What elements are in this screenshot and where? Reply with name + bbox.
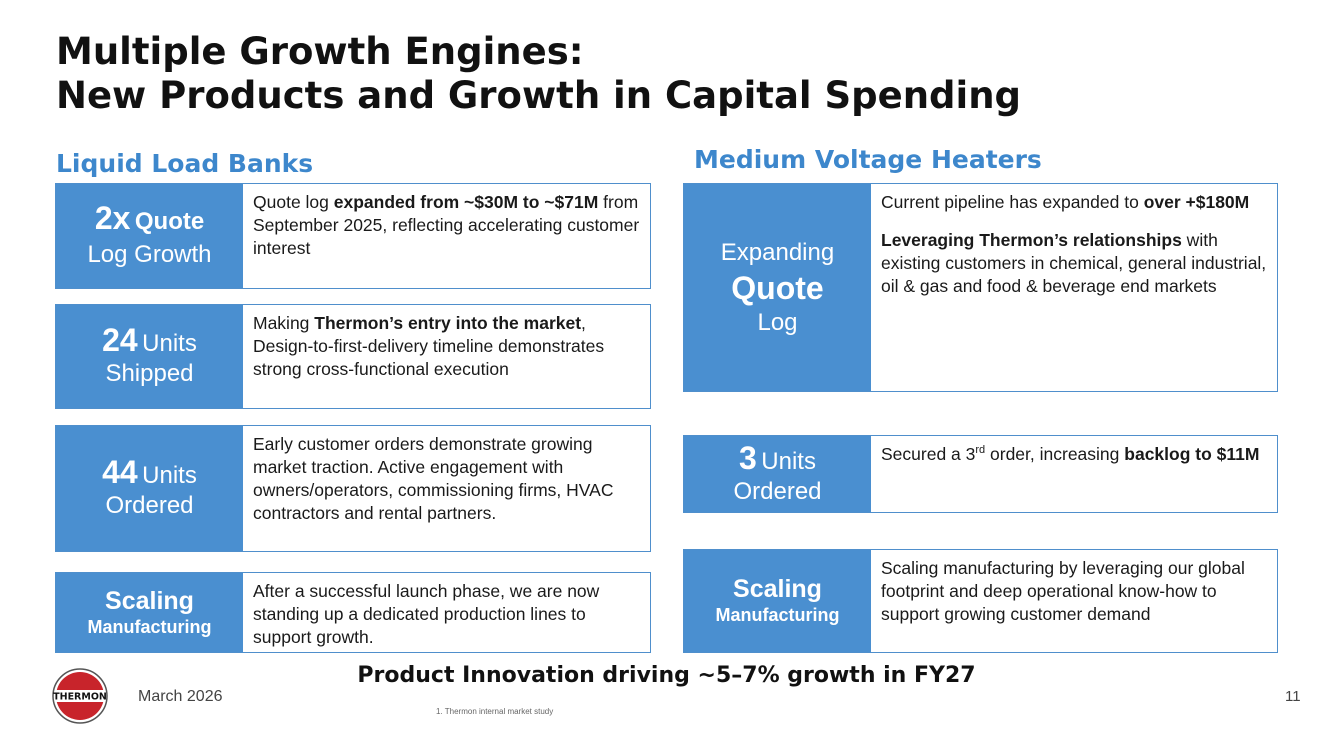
units-shipped-metric: 24 Units Shipped [56,305,243,408]
relationships-paragraph: Leveraging Thermon’s relationships with … [881,229,1269,298]
expanding-quote-log-text: Current pipeline has expanded to over +$… [871,184,1277,391]
mvh-scaling-manufacturing-card: Scaling Manufacturing Scaling manufactur… [683,549,1278,653]
metric-value: 44 [102,454,138,490]
text-bold: backlog to $11M [1124,444,1260,464]
manufacturing-label: Manufacturing [715,605,840,625]
slide-title: Multiple Growth Engines: New Products an… [56,30,1296,118]
quote-log-growth-card: 2x Quote Log Growth Quote log expanded f… [55,183,651,289]
units-ordered-metric: 44 Units Ordered [56,426,243,551]
text-plain: Current pipeline has expanded to [881,192,1144,212]
slide-title-line-1: Multiple Growth Engines: [56,30,584,73]
text-plain: Making [253,313,315,333]
slide-title-line-2: New Products and Growth in Capital Spend… [56,74,1022,117]
metric-sub: Ordered [733,477,822,505]
metric-value: 2x [94,200,131,236]
text-plain: Early customer orders demonstrate growin… [253,434,614,523]
quote-label: Quote [731,269,824,306]
text-plain: from September 2025, reflecting accelera… [253,192,640,258]
pipeline-paragraph: Current pipeline has expanded to over +$… [881,191,1269,214]
metric-suffix: Units [142,462,197,489]
text-plain: Scaling manufacturing by leveraging our … [881,558,1245,624]
units-shipped-card: 24 Units Shipped Making Thermon’s entry … [55,304,651,409]
units-ordered-card: 44 Units Ordered Early customer orders d… [55,425,651,552]
quote-log-growth-text: Quote log expanded from ~$30M to ~$71M f… [243,184,650,288]
growth-tagline: Product Innovation driving ~5–7% growth … [357,663,976,688]
units-ordered-text: Early customer orders demonstrate growin… [243,426,650,551]
medium-voltage-heaters-heading: Medium Voltage Heaters [694,145,1042,174]
quote-log-growth-metric: 2x Quote Log Growth [56,184,243,288]
metric-suffix: Units [761,447,816,475]
mvh-units-ordered-card: 3 Units Ordered Secured a 3rd order, inc… [683,435,1278,513]
text-superscript: rd [975,444,986,457]
lb-scaling-text: After a successful launch phase, we are … [243,573,650,652]
metric-suffix: Units [142,330,197,357]
text-plain: , Design-to-first-delivery timeline demo… [253,313,605,379]
text-plain: order, increasing [985,444,1125,464]
log-label: Log [757,308,798,336]
text-plain: Secured a 3 [881,444,976,464]
metric-suffix: Quote [134,208,205,235]
text-plain: Quote log [253,192,334,212]
text-plain: with existing customers in chemical, gen… [881,230,1267,296]
metric-value: 3 [739,439,757,476]
page-number: 11 [1285,688,1301,705]
footer-date: March 2026 [138,688,223,705]
expanding-quote-log-card: Expanding Quote Log Current pipeline has… [683,183,1278,392]
lb-scaling-manufacturing-card: Scaling Manufacturing After a successful… [55,572,651,653]
expanding-quote-log-metric: Expanding Quote Log [684,184,871,391]
scaling-label: Scaling [105,586,194,615]
metric-sub: Ordered [105,492,194,519]
text-bold: Thermon’s entry into the market [314,313,582,333]
metric-sub: Shipped [105,360,194,387]
footnote: 1. Thermon internal market study [436,707,554,716]
thermon-logo-icon: THERMON [52,668,108,724]
lb-scaling-metric: Scaling Manufacturing [56,573,243,652]
text-bold: over +$180M [1143,192,1250,212]
units-shipped-text: Making Thermon’s entry into the market, … [243,305,650,408]
manufacturing-label: Manufacturing [87,616,212,637]
logo-text: THERMON [53,692,107,703]
liquid-load-banks-heading: Liquid Load Banks [56,149,314,178]
mvh-units-ordered-text: Secured a 3rd order, increasing backlog … [871,436,1277,512]
mvh-units-ordered-metric: 3 Units Ordered [684,436,871,512]
text-plain: After a successful launch phase, we are … [253,581,600,647]
metric-value: 24 [102,322,138,358]
mvh-scaling-metric: Scaling Manufacturing [684,550,871,652]
metric-sub: Log Growth [87,241,212,268]
mvh-scaling-text: Scaling manufacturing by leveraging our … [871,550,1277,652]
text-bold: expanded from ~$30M to ~$71M [333,192,599,212]
text-bold: Leveraging Thermon’s relationships [881,230,1182,250]
expanding-label: Expanding [720,238,835,266]
scaling-label: Scaling [733,575,822,603]
